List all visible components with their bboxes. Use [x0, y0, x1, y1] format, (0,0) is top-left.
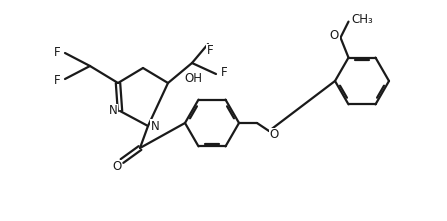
Text: N: N: [109, 105, 118, 118]
Text: CH₃: CH₃: [352, 13, 373, 26]
Text: F: F: [54, 74, 60, 86]
Text: F: F: [207, 44, 213, 57]
Text: N: N: [151, 120, 160, 133]
Text: OH: OH: [184, 72, 202, 86]
Text: O: O: [270, 128, 278, 141]
Text: F: F: [54, 46, 60, 59]
Text: F: F: [221, 67, 228, 80]
Text: O: O: [330, 29, 339, 42]
Text: O: O: [112, 160, 122, 173]
